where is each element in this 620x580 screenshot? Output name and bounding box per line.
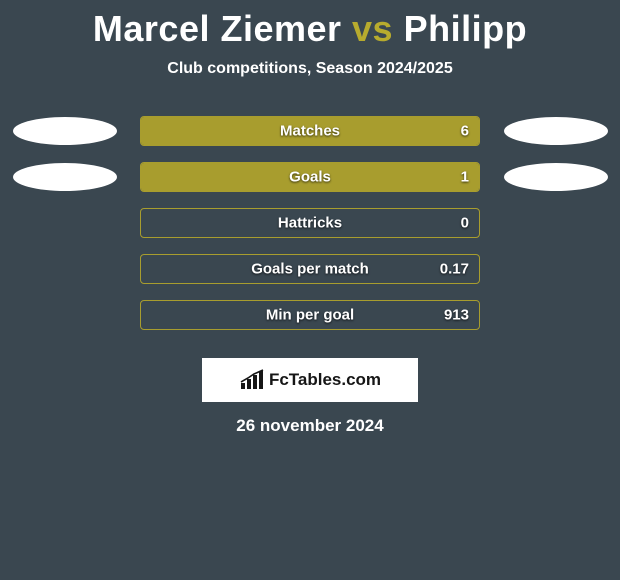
- stat-value: 6: [461, 123, 469, 140]
- stat-value: 0.17: [440, 261, 469, 278]
- stat-value: 0: [461, 215, 469, 232]
- player-a-bubble: [13, 163, 117, 191]
- page-title: Marcel Ziemer vs Philipp: [0, 8, 620, 50]
- brand-box: FcTables.com: [202, 358, 418, 402]
- stat-row: Hattricks 0: [0, 200, 620, 246]
- stat-label: Goals: [289, 169, 331, 186]
- stat-label: Goals per match: [251, 261, 369, 278]
- stat-value: 913: [444, 307, 469, 324]
- stat-value: 1: [461, 169, 469, 186]
- stat-bar: Goals 1: [140, 162, 480, 192]
- player-b-bubble: [504, 163, 608, 191]
- stat-label: Hattricks: [278, 215, 342, 232]
- snapshot-date: 26 november 2024: [0, 416, 620, 436]
- player-b-bubble: [504, 117, 608, 145]
- right-bubble-slot: [498, 163, 613, 191]
- stat-row: Matches 6: [0, 108, 620, 154]
- player-a-bubble: [13, 117, 117, 145]
- left-bubble-slot: [7, 163, 122, 191]
- stat-label: Matches: [280, 123, 340, 140]
- stat-row: Goals per match 0.17: [0, 246, 620, 292]
- player-b-name: Philipp: [404, 8, 528, 49]
- stat-bar: Matches 6: [140, 116, 480, 146]
- vs-separator: vs: [342, 8, 404, 49]
- stat-rows: Matches 6 Goals 1 Hattricks 0 Goals per match 0…: [0, 108, 620, 338]
- bar-chart-icon: [239, 369, 265, 391]
- stat-bar: Hattricks 0: [140, 208, 480, 238]
- right-bubble-slot: [498, 117, 613, 145]
- left-bubble-slot: [7, 117, 122, 145]
- stat-bar: Goals per match 0.17: [140, 254, 480, 284]
- stat-label: Min per goal: [266, 307, 354, 324]
- brand-text: FcTables.com: [269, 370, 381, 390]
- stat-bar: Min per goal 913: [140, 300, 480, 330]
- stat-row: Min per goal 913: [0, 292, 620, 338]
- competition-subtitle: Club competitions, Season 2024/2025: [0, 60, 620, 78]
- stats-comparison-card: Marcel Ziemer vs Philipp Club competitio…: [0, 0, 620, 436]
- stat-row: Goals 1: [0, 154, 620, 200]
- player-a-name: Marcel Ziemer: [93, 8, 342, 49]
